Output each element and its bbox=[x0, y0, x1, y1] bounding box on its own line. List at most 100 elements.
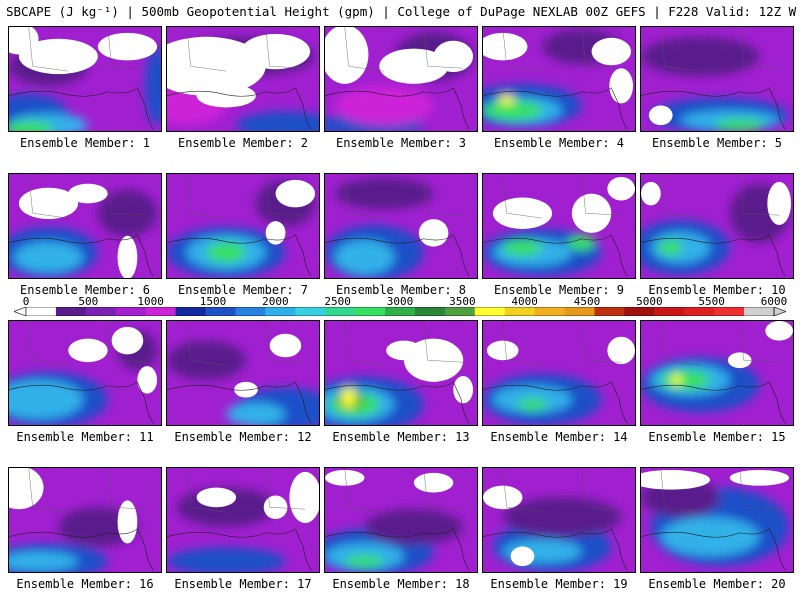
colorbar-swatch bbox=[325, 307, 356, 316]
ensemble-member-caption: Ensemble Member: 3 bbox=[335, 136, 467, 150]
colorbar-swatch bbox=[414, 307, 446, 316]
ensemble-member-caption: Ensemble Member: 6 bbox=[19, 283, 151, 297]
colorbar-tick-label: 3500 bbox=[449, 295, 476, 308]
cape-field-map-17 bbox=[167, 468, 319, 572]
cape-field-map-20 bbox=[641, 468, 793, 572]
colorbar-tick-label: 4000 bbox=[511, 295, 538, 308]
state-borders-14 bbox=[502, 321, 622, 366]
ensemble-panel-16 bbox=[8, 467, 162, 573]
colorbar-max-arrow bbox=[773, 307, 786, 316]
state-borders-15 bbox=[660, 321, 780, 366]
coastline-6 bbox=[9, 234, 154, 277]
colorbar-swatch bbox=[175, 307, 206, 316]
ensemble-member-caption: Ensemble Member: 19 bbox=[490, 577, 628, 591]
cape-field-map-4 bbox=[483, 27, 635, 131]
coastline-10 bbox=[641, 234, 786, 277]
colorbar-swatch bbox=[624, 307, 655, 316]
colorbar-swatch bbox=[564, 307, 595, 316]
cape-field-map-10 bbox=[641, 174, 793, 278]
state-borders-8 bbox=[344, 174, 464, 219]
coastline-4 bbox=[483, 87, 628, 130]
colorbar-tick-label: 2000 bbox=[262, 295, 289, 308]
coastline-17 bbox=[167, 528, 312, 571]
state-borders-11 bbox=[28, 321, 148, 366]
ensemble-panel-19 bbox=[482, 467, 636, 573]
coastline-14 bbox=[483, 381, 628, 424]
coastline-3 bbox=[325, 87, 470, 130]
cape-field-map-8 bbox=[325, 174, 477, 278]
coastline-5 bbox=[641, 87, 786, 130]
coastline-7 bbox=[167, 234, 312, 277]
ensemble-panel-1 bbox=[8, 26, 162, 132]
state-borders-17 bbox=[186, 468, 306, 513]
cape-field-map-9 bbox=[483, 174, 635, 278]
ensemble-panel-11 bbox=[8, 320, 162, 426]
ensemble-member-caption: Ensemble Member: 17 bbox=[174, 577, 312, 591]
colorbar-tick-label: 5500 bbox=[698, 295, 725, 308]
coastline-9 bbox=[483, 234, 628, 277]
cape-field-map-5 bbox=[641, 27, 793, 131]
ensemble-member-caption: Ensemble Member: 16 bbox=[16, 577, 154, 591]
ensemble-panel-2 bbox=[166, 26, 320, 132]
colorbar-swatch bbox=[744, 307, 775, 316]
colorbar-swatch bbox=[295, 307, 326, 316]
state-borders-2 bbox=[186, 27, 306, 72]
colorbar-tick-label: 500 bbox=[78, 295, 99, 308]
colorbar-tick-label: 6000 bbox=[760, 295, 788, 308]
state-borders-18 bbox=[344, 468, 464, 513]
ensemble-panel-3 bbox=[324, 26, 478, 132]
state-borders-6 bbox=[28, 174, 148, 219]
colorbar: 0 500 1000 1500 2000 2500 3000 3500 4000 4500 5000… bbox=[0, 296, 800, 318]
ensemble-panel-18 bbox=[324, 467, 478, 573]
cape-field-map-6 bbox=[9, 174, 161, 278]
ensemble-member-caption: Ensemble Member: 14 bbox=[490, 430, 628, 444]
state-borders-13 bbox=[344, 321, 464, 366]
colorbar-swatch bbox=[26, 307, 57, 316]
colorbar-tick-label: 4500 bbox=[573, 295, 601, 308]
coastline-12 bbox=[167, 381, 312, 424]
cape-field-map-1 bbox=[9, 27, 161, 131]
cape-field-map-16 bbox=[9, 468, 161, 572]
ensemble-panel-6 bbox=[8, 173, 162, 279]
colorbar-swatch bbox=[115, 307, 146, 316]
ensemble-member-caption: Ensemble Member: 12 bbox=[174, 430, 312, 444]
coastline-2 bbox=[167, 87, 312, 130]
colorbar-tick-labels: 0 500 1000 1500 2000 2500 3000 3500 4000 4500 5000… bbox=[0, 296, 800, 307]
coastline-13 bbox=[325, 381, 470, 424]
state-borders-5 bbox=[660, 27, 780, 72]
cape-field-map-15 bbox=[641, 321, 793, 425]
colorbar-swatch bbox=[504, 307, 535, 316]
cape-field-map-13 bbox=[325, 321, 477, 425]
ensemble-member-caption: Ensemble Member: 11 bbox=[16, 430, 154, 444]
colorbar-swatch bbox=[265, 307, 296, 316]
colorbar-tick-label: 2500 bbox=[324, 295, 351, 308]
ensemble-panel-20 bbox=[640, 467, 794, 573]
colorbar-swatch bbox=[55, 307, 87, 316]
ensemble-panel-9 bbox=[482, 173, 636, 279]
cape-field-map-3 bbox=[325, 27, 477, 131]
state-borders-10 bbox=[660, 174, 780, 219]
ensemble-panel-5 bbox=[640, 26, 794, 132]
colorbar-swatch bbox=[145, 307, 176, 316]
state-borders-1 bbox=[28, 27, 148, 72]
cape-field-map-12 bbox=[167, 321, 319, 425]
ensemble-member-caption: Ensemble Member: 2 bbox=[177, 136, 309, 150]
colorbar-swatch bbox=[534, 307, 565, 316]
colorbar-swatch bbox=[385, 307, 416, 316]
cape-field-map-2 bbox=[167, 27, 319, 131]
colorbar-tick-label: 3000 bbox=[386, 295, 414, 308]
state-borders-3 bbox=[344, 27, 464, 72]
colorbar-tick-label: 1000 bbox=[137, 295, 164, 308]
state-borders-9 bbox=[502, 174, 622, 219]
ensemble-member-caption: Ensemble Member: 18 bbox=[332, 577, 470, 591]
colorbar-swatch bbox=[235, 307, 266, 316]
ensemble-member-caption: Ensemble Member: 1 bbox=[19, 136, 151, 150]
coastline-11 bbox=[9, 381, 154, 424]
state-borders-20 bbox=[660, 468, 780, 513]
coastline-20 bbox=[641, 528, 786, 571]
colorbar-min-arrow bbox=[14, 307, 27, 316]
colorbar-swatch bbox=[714, 307, 745, 316]
map-title: SBCAPE (J kg⁻¹) | 500mb Geopotential Hei… bbox=[6, 4, 796, 19]
ensemble-member-caption: Ensemble Member: 20 bbox=[648, 577, 786, 591]
ensemble-member-caption: Ensemble Member: 8 bbox=[335, 283, 467, 297]
